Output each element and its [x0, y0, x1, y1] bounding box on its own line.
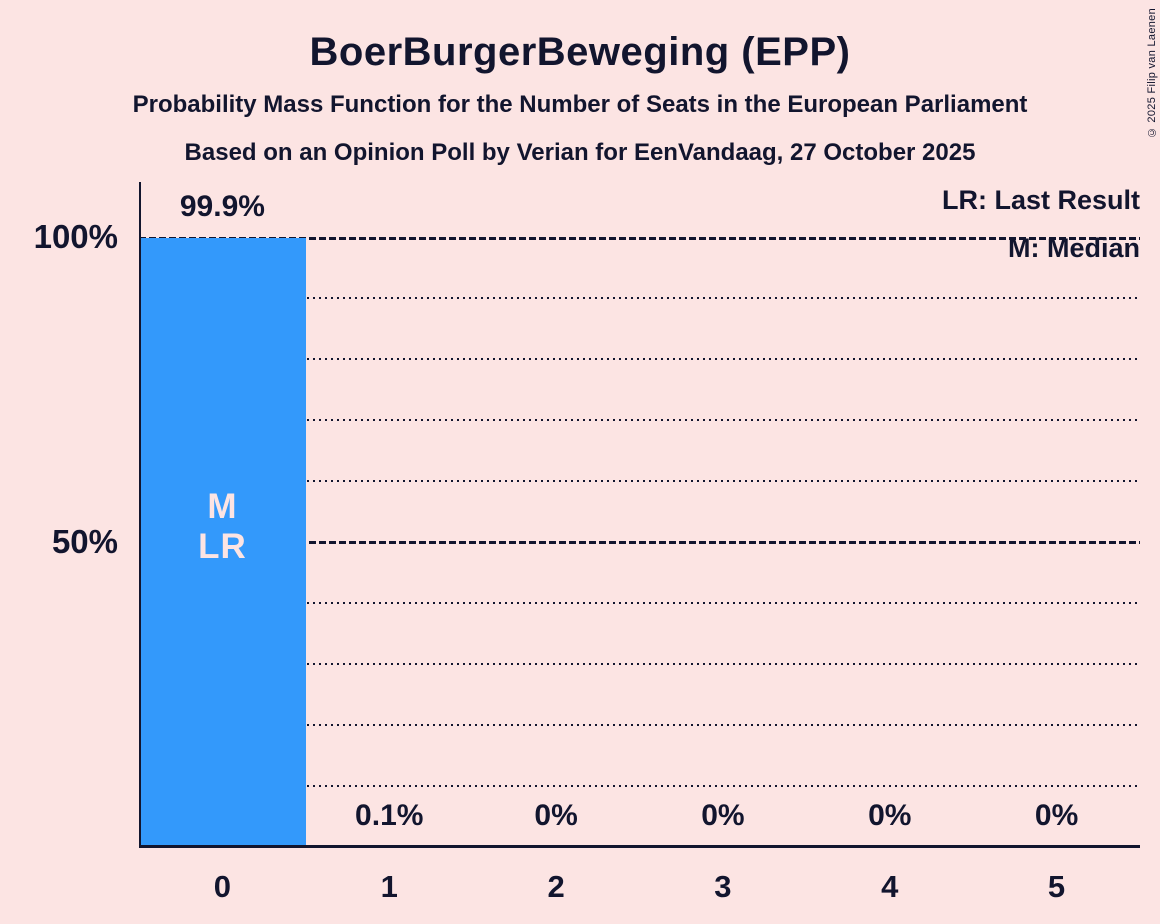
y-axis-label-50: 50%: [51, 523, 118, 560]
gridline-20: [139, 724, 1140, 726]
legend-last-result: LR: Last Result: [941, 185, 1140, 215]
bar-column-4: [806, 237, 973, 847]
bar-columns: M LR: [139, 237, 1140, 847]
chart-subtitle: Probability Mass Function for the Number…: [132, 91, 1028, 118]
bar-value-label-2: 0%: [534, 799, 578, 832]
x-tick-1: 1: [380, 869, 398, 904]
y-axis-label-100: 100%: [33, 218, 118, 255]
bar-column-5: [973, 237, 1140, 847]
last-result-marker: LR: [198, 527, 247, 567]
gridline-50: [139, 541, 1140, 544]
x-tick-4: 4: [881, 869, 899, 904]
x-axis-line: [139, 845, 1140, 848]
gridline-100: [139, 237, 1140, 240]
bar-column-2: [473, 237, 640, 847]
bar-value-label-4: 0%: [868, 799, 912, 832]
gridline-10: [139, 785, 1140, 787]
bar-column-3: [640, 237, 807, 847]
x-tick-5: 5: [1047, 869, 1066, 904]
x-tick-0: 0: [213, 869, 232, 904]
bar-value-label-0: 99.9%: [179, 190, 265, 223]
bar-value-label-3: 0%: [701, 799, 745, 832]
chart-source-line: Based on an Opinion Poll by Verian for E…: [184, 139, 976, 166]
x-tick-3: 3: [714, 869, 732, 904]
copyright-text: © 2025 Filip van Laenen: [1146, 8, 1158, 139]
x-tick-2: 2: [547, 869, 565, 904]
gridline-80: [139, 358, 1140, 360]
bar-column-1: [305, 237, 473, 847]
median-marker: M: [207, 487, 238, 527]
gridline-30: [139, 663, 1140, 665]
plot-scale: M LR: [139, 237, 1140, 847]
chart-title: BoerBurgerBeweging (EPP): [309, 30, 851, 74]
median-last-result-marker: M LR: [139, 487, 306, 567]
x-axis-tick-labels: 0 1 2 3 4 5: [139, 869, 1140, 905]
gridline-40: [139, 602, 1140, 604]
bar-value-label-5: 0%: [1034, 799, 1079, 832]
y-axis-line: [139, 182, 141, 847]
bar-value-label-1: 0.1%: [355, 799, 424, 832]
bar-seat-0: M LR: [139, 237, 306, 847]
bar-column-0: M LR: [139, 237, 306, 847]
gridline-90: [139, 297, 1140, 299]
legend-median: M: Median: [1008, 233, 1140, 263]
plot-area: M LR: [139, 182, 1140, 848]
gridline-70: [139, 419, 1140, 421]
gridline-60: [139, 480, 1140, 482]
